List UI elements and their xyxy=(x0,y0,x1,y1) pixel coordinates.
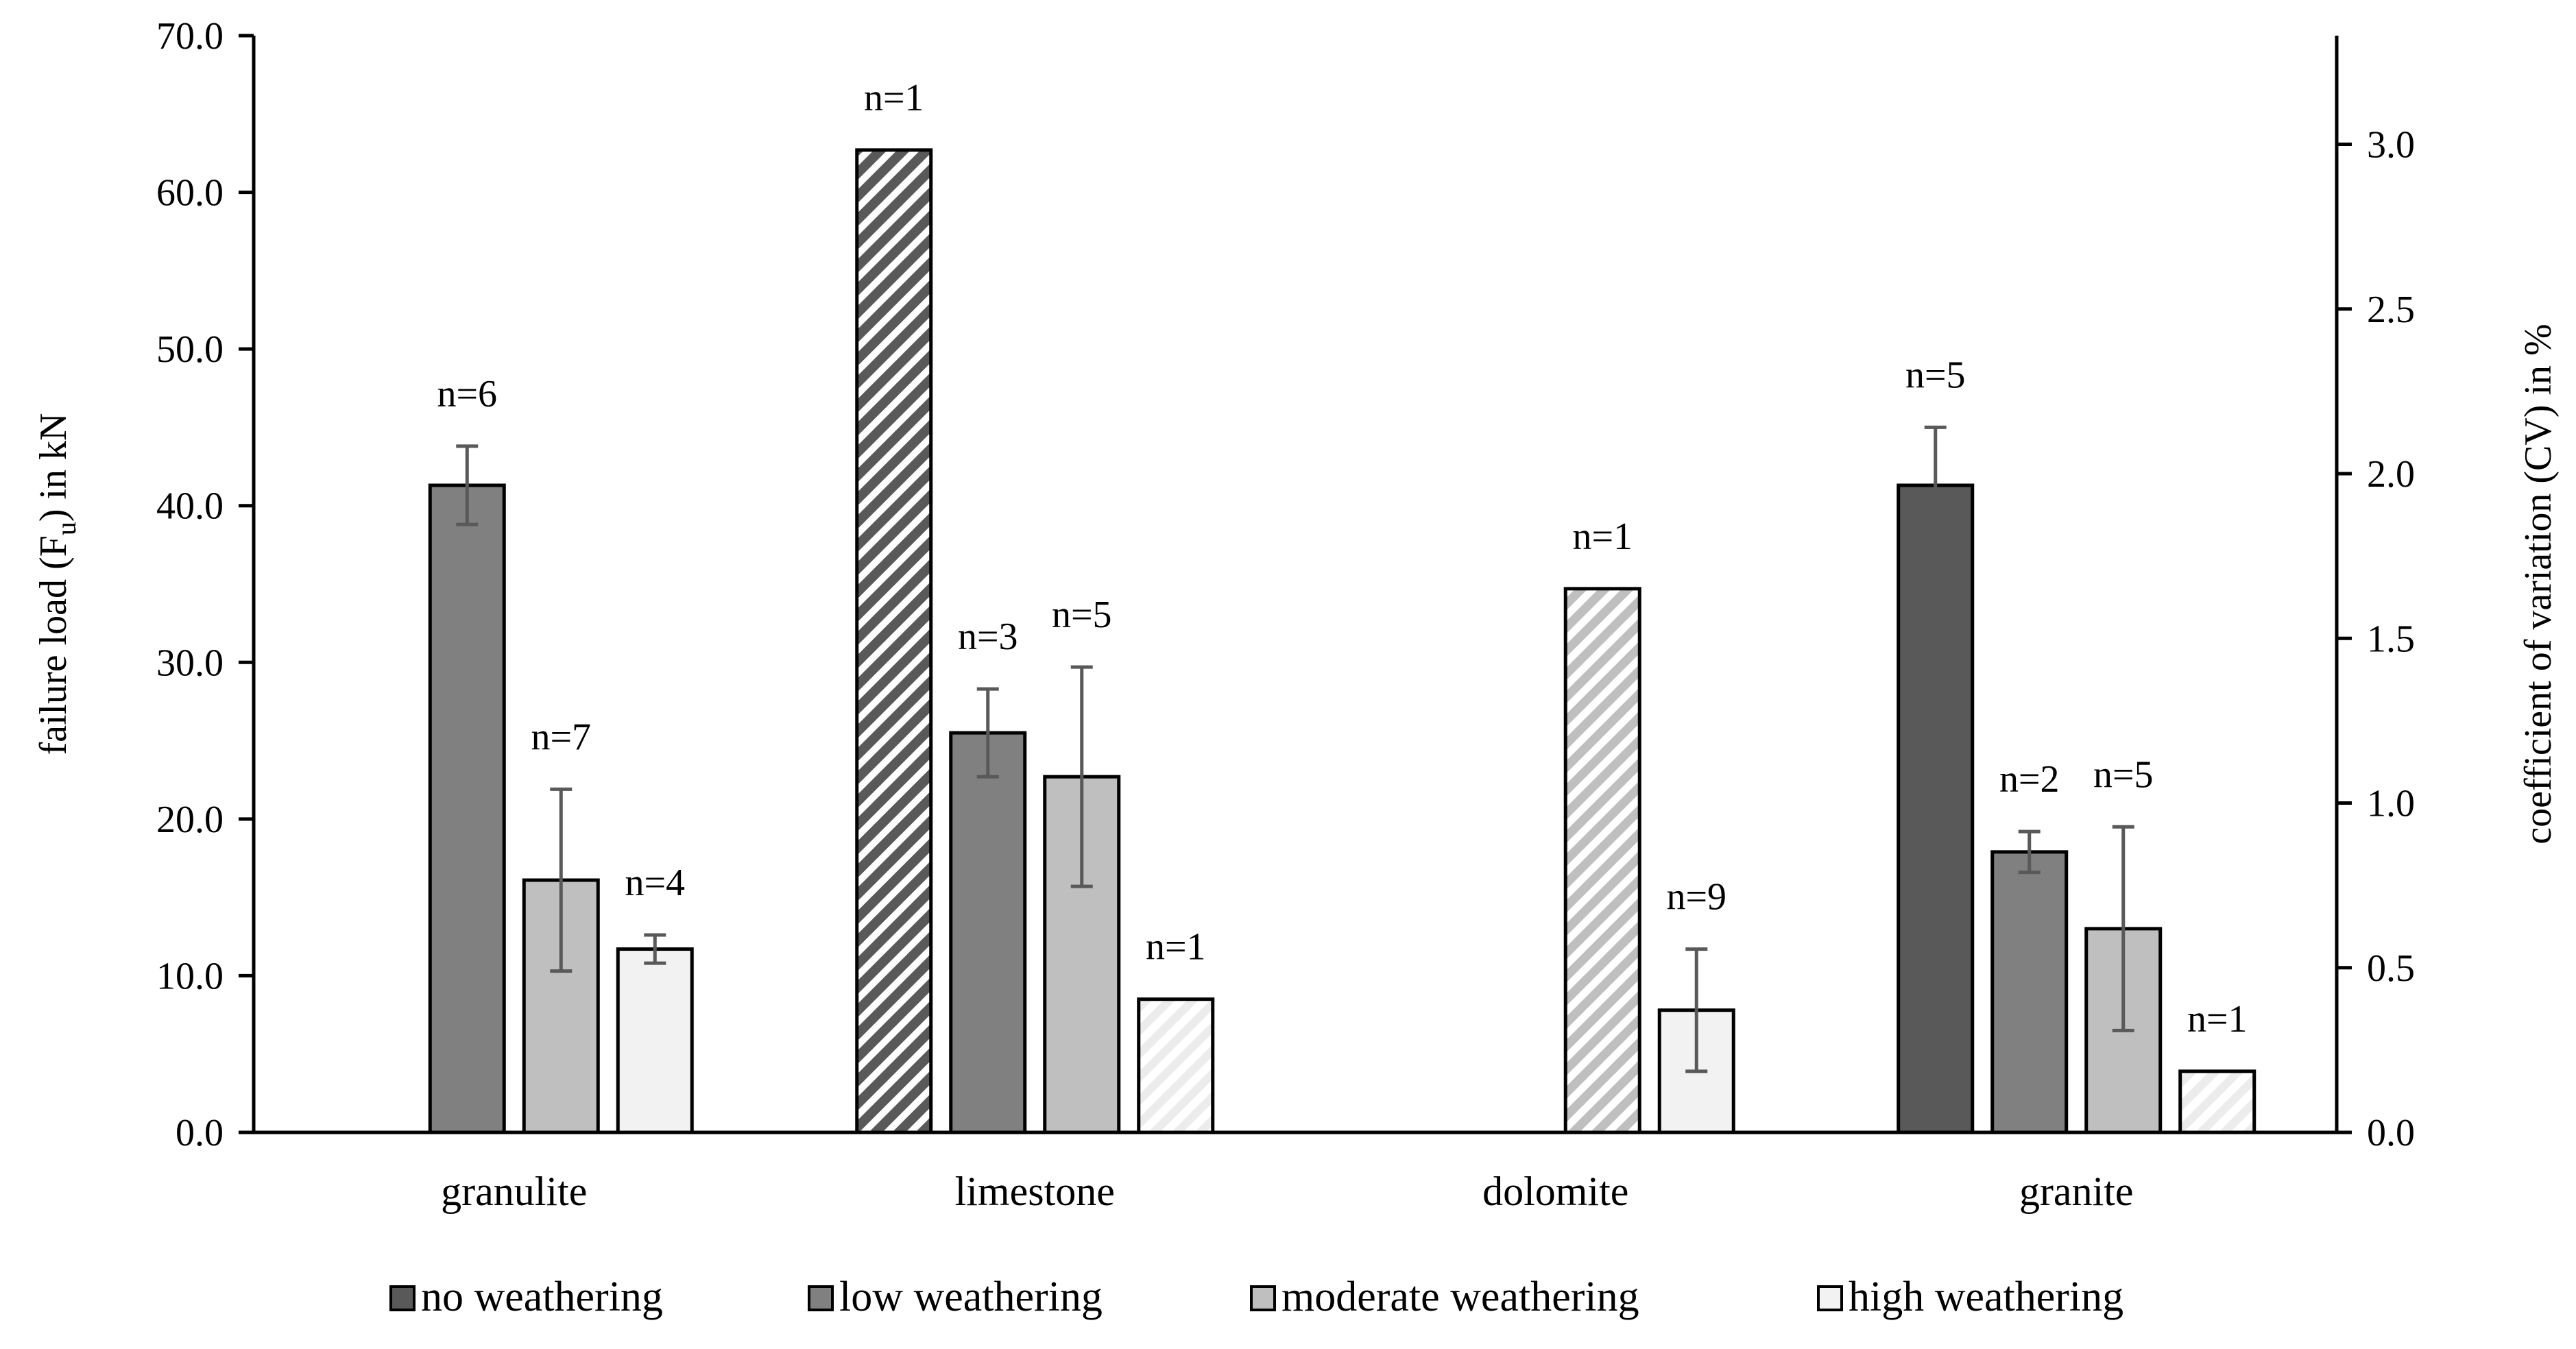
left-axis-title-subscript: u xyxy=(51,522,82,535)
sample-count-label: n=3 xyxy=(958,616,1018,658)
legend-swatch-no-weathering xyxy=(389,1285,416,1311)
left-axis-title-end: ) in kN xyxy=(32,413,75,522)
right-tick-label: 1.0 xyxy=(2367,783,2415,825)
bar-limestone-low-weathering xyxy=(949,731,1027,1134)
bar-dolomite-moderate-weathering xyxy=(1563,587,1641,1134)
left-tick-label: 20.0 xyxy=(156,799,224,841)
legend-swatch-high-weathering xyxy=(1817,1285,1843,1311)
category-labels: granulite limestone dolomite granite xyxy=(441,1169,2133,1214)
sample-count-label: n=5 xyxy=(1905,354,1966,396)
right-axis-ticks: 0.0 0.5 1.0 1.5 2.0 2.5 3.0 xyxy=(2337,124,2415,1154)
left-tick-label: 30.0 xyxy=(156,642,224,684)
right-tick-label: 2.0 xyxy=(2367,453,2415,496)
bar-granite-no-weathering xyxy=(1897,483,1975,1134)
right-tick-label: 1.5 xyxy=(2367,618,2415,660)
category-label-dolomite: dolomite xyxy=(1482,1169,1628,1214)
left-axis-title-main: failure load (F xyxy=(32,535,75,755)
right-tick-label: 3.0 xyxy=(2367,124,2415,167)
legend-label-moderate-weathering: moderate weathering xyxy=(1281,1274,1639,1320)
category-label-granite: granite xyxy=(2019,1169,2134,1214)
sample-count-label: n=1 xyxy=(1572,515,1633,558)
bar-limestone-high-weathering xyxy=(1137,997,1215,1134)
sample-count-label: n=6 xyxy=(437,373,497,415)
legend-label-no-weathering: no weathering xyxy=(421,1274,663,1320)
right-tick-label: 0.5 xyxy=(2367,947,2415,990)
legend-label-low-weathering: low weathering xyxy=(839,1274,1103,1320)
category-label-granulite: granulite xyxy=(441,1169,587,1214)
legend-swatch-moderate-weathering xyxy=(1250,1285,1276,1311)
bar-granulite-high-weathering xyxy=(616,947,694,1134)
right-tick-label: 0.0 xyxy=(2367,1112,2415,1154)
category-label-limestone: limestone xyxy=(955,1169,1115,1214)
left-tick-label: 50.0 xyxy=(156,328,224,371)
left-tick-label: 60.0 xyxy=(156,172,224,215)
sample-count-label: n=9 xyxy=(1666,876,1726,919)
right-axis-title: coefficient of variation (CV) in % xyxy=(2517,324,2560,844)
legend: no weathering low weathering moderate weat… xyxy=(389,1274,2123,1320)
sample-count-label: n=7 xyxy=(531,716,591,758)
left-tick-label: 40.0 xyxy=(156,485,224,528)
bar-granulite-low-weathering xyxy=(428,483,506,1134)
legend-swatch-low-weathering xyxy=(808,1285,834,1311)
sample-count-label: n=1 xyxy=(1146,926,1206,969)
error-bars xyxy=(456,425,2134,1073)
sample-count-label: n=1 xyxy=(2187,998,2248,1041)
left-tick-label: 0.0 xyxy=(176,1112,224,1154)
left-tick-label: 70.0 xyxy=(156,15,224,58)
bar-limestone-no-weathering xyxy=(855,148,933,1134)
sample-count-label: n=5 xyxy=(1052,594,1112,636)
left-tick-label: 10.0 xyxy=(156,955,224,997)
left-axis-ticks: 0.0 10.0 20.0 30.0 40.0 50.0 60.0 70.0 xyxy=(156,15,254,1154)
sample-count-label: n=4 xyxy=(625,862,685,904)
sample-count-label: n=1 xyxy=(864,77,924,119)
right-tick-label: 2.5 xyxy=(2367,289,2415,331)
count-labels: n=6 n=7 n=4 n=1 n=3 n=5 n=1 n=1 n=9 n=5 n=2 n=5 n=1 xyxy=(437,77,2247,1041)
sample-count-label: n=5 xyxy=(2093,753,2154,796)
bar-series xyxy=(428,148,2256,1134)
left-axis-title: failure load (Fu) in kN xyxy=(32,413,82,755)
legend-label-high-weathering: high weathering xyxy=(1849,1274,2123,1320)
sample-count-label: n=2 xyxy=(1999,758,2060,801)
bar-granite-low-weathering xyxy=(1990,850,2069,1134)
bar-granite-high-weathering xyxy=(2178,1069,2256,1134)
plot-area xyxy=(252,36,2339,1134)
